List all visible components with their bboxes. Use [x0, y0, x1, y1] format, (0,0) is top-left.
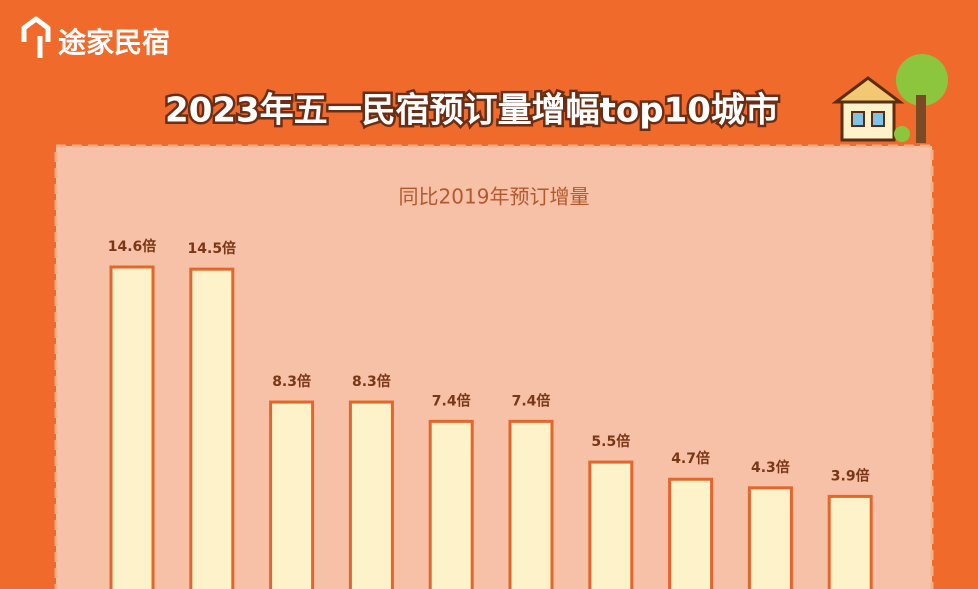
- value-label: 4.7倍: [671, 450, 710, 467]
- panel: [54, 144, 934, 589]
- bar: [668, 477, 714, 589]
- value-label: 5.5倍: [591, 433, 630, 450]
- value-label: 14.6倍: [108, 238, 157, 255]
- house-icon: [831, 54, 948, 143]
- subtitle: 同比2019年预订增量: [399, 185, 590, 209]
- value-label: 8.3倍: [272, 373, 311, 390]
- value-label: 7.4倍: [512, 392, 551, 409]
- value-label: 7.4倍: [432, 392, 471, 409]
- bar: [109, 265, 155, 589]
- brand: 途家民宿: [58, 26, 170, 59]
- logo-icon: [21, 16, 51, 58]
- value-label: 14.5倍: [188, 240, 237, 257]
- bar: [508, 419, 554, 589]
- bar: [588, 460, 634, 589]
- bar: [269, 400, 315, 589]
- bar: [348, 400, 394, 589]
- bar: [428, 419, 474, 589]
- value-label: 4.3倍: [751, 459, 790, 476]
- bar: [747, 486, 793, 589]
- bar: [827, 494, 873, 589]
- chart-title: 2023年五一民宿预订量增幅top10城市: [165, 91, 779, 131]
- value-label: 8.3倍: [352, 373, 391, 390]
- bar: [189, 267, 235, 589]
- value-label: 3.9倍: [831, 467, 870, 484]
